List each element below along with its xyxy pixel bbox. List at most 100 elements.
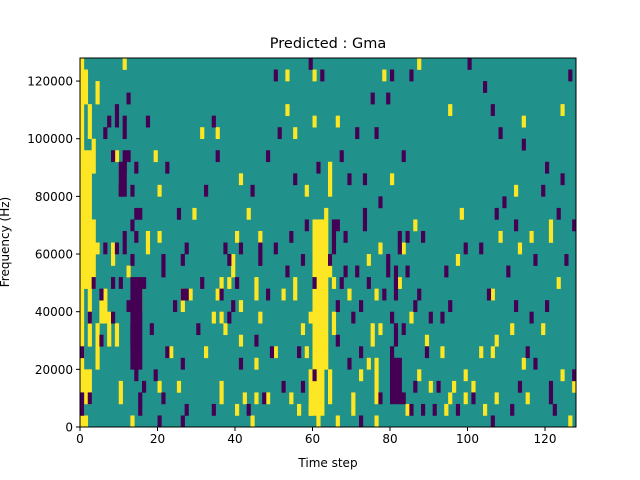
heatmap-cell (510, 323, 515, 336)
heatmap-cell (331, 311, 337, 336)
heatmap-cell (440, 346, 445, 359)
y-axis: 0 20000 40000 60000 80000 100000 120000 (27, 75, 80, 435)
heatmap-cell (134, 230, 139, 243)
heatmap-cell (448, 392, 453, 405)
heatmap-cell (95, 81, 100, 105)
heatmap-cell (560, 173, 565, 186)
heatmap-cell (366, 357, 371, 370)
heatmap-cell (432, 403, 437, 416)
heatmap-cell (300, 254, 306, 266)
heatmap-cell (533, 254, 538, 266)
heatmap-cell (200, 127, 205, 140)
heatmap-cell (417, 369, 422, 382)
heatmap-cell (556, 277, 561, 289)
heatmap-cell (196, 323, 201, 336)
heatmap-cell (514, 219, 519, 232)
heatmap-cell (494, 334, 499, 347)
heatmap-cell (180, 415, 185, 428)
heatmap-cell (479, 242, 484, 255)
heatmap-cell (118, 380, 123, 405)
heatmap-cell (355, 127, 360, 140)
heatmap-cell (176, 207, 182, 220)
heatmap-cell (157, 184, 162, 197)
heatmap-cell (80, 415, 89, 428)
heatmap-cell (556, 207, 561, 220)
heatmap-cell (463, 392, 468, 405)
heatmap-cell (238, 334, 244, 347)
heatmap-cell (200, 277, 205, 289)
heatmap-cell (134, 207, 139, 220)
heatmap-cell (560, 369, 565, 382)
heatmap-cell (235, 230, 240, 243)
heatmap-cell (103, 127, 108, 140)
x-tick-label: 120 (534, 432, 557, 446)
y-tick-label: 100000 (27, 132, 73, 146)
heatmap-cell (297, 346, 302, 359)
heatmap-cell (386, 254, 391, 278)
heatmap-cell (293, 127, 298, 140)
heatmap-cell (405, 403, 410, 416)
heatmap-cell (541, 323, 546, 336)
heatmap-cell (459, 207, 464, 220)
heatmap-cell (390, 69, 395, 82)
heatmap-cell (393, 265, 399, 301)
heatmap-cell (114, 323, 120, 347)
heatmap-cell (417, 58, 422, 70)
heatmap-cell (80, 346, 85, 359)
heatmap-cell (572, 369, 577, 382)
heatmap-cell (428, 311, 433, 324)
heatmap-cell (300, 323, 306, 336)
heatmap-cell (91, 277, 96, 289)
heatmap-cell (541, 184, 546, 197)
heatmap-cell (99, 300, 104, 324)
heatmap-cell (436, 380, 441, 393)
heatmap-cell (157, 230, 162, 243)
heatmap-cell (455, 403, 461, 416)
y-tick-label: 20000 (35, 363, 73, 377)
heatmap-cell (312, 115, 317, 128)
heatmap-cell (273, 346, 278, 359)
heatmap-cell (444, 403, 449, 416)
heatmap-cell (483, 403, 488, 416)
heatmap-cell (316, 161, 321, 174)
heatmap-cell (359, 346, 364, 359)
heatmap-cell (87, 392, 92, 405)
heatmap-cell (463, 369, 468, 382)
heatmap-cell (114, 242, 120, 255)
heatmap-cell (374, 357, 379, 405)
y-tick-label: 60000 (35, 248, 73, 262)
heatmap-cell (378, 323, 383, 336)
heatmap-cell (339, 150, 344, 163)
heatmap-cell (130, 415, 135, 428)
heatmap-cell (103, 288, 108, 324)
heatmap-cell (122, 58, 127, 70)
heatmap-cell (514, 184, 519, 197)
heatmap-cell (95, 323, 100, 370)
heatmap-cell (529, 311, 534, 324)
heatmap-cell (161, 392, 166, 405)
heatmap-cell (250, 415, 255, 428)
y-tick-label: 80000 (35, 190, 73, 204)
heatmap-cell (184, 403, 189, 416)
heatmap-cell (250, 184, 255, 197)
heatmap-cell (312, 69, 317, 82)
heatmap-cell (258, 230, 263, 243)
heatmap-cell (498, 230, 503, 243)
heatmap-cell (351, 392, 356, 416)
heatmap-cell (320, 69, 325, 82)
heatmap-cell (343, 265, 348, 278)
heatmap-cell (328, 369, 333, 405)
heatmap-cell (498, 127, 503, 140)
heatmap-cell (126, 92, 131, 105)
heatmap-cell (502, 196, 507, 209)
heatmap-cell (219, 311, 224, 324)
heatmap-cell (91, 138, 96, 174)
heatmap-cell (285, 104, 290, 116)
heatmap-cell (107, 311, 112, 347)
heatmap-cell (145, 230, 151, 255)
heatmap-cell (452, 380, 457, 393)
heatmap-cell (568, 415, 573, 428)
heatmap-cell (281, 380, 286, 393)
heatmap-cell (471, 380, 476, 393)
